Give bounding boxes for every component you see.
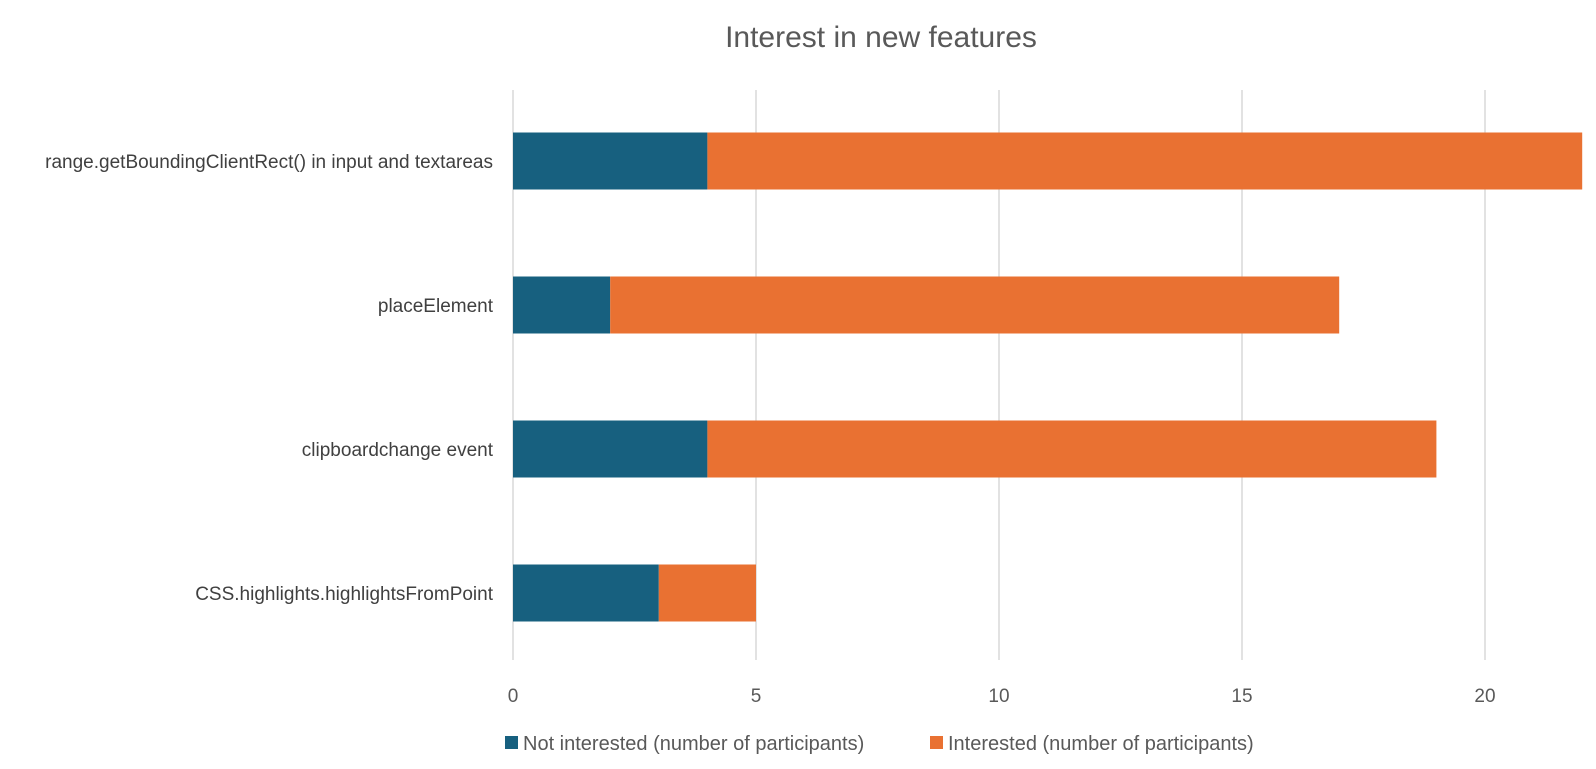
bars (513, 132, 1583, 622)
bar-segment-not-interested (513, 564, 659, 622)
x-axis-tick-labels: 0 5 10 15 20 (508, 686, 1496, 707)
bar-segment-not-interested (513, 420, 708, 478)
bar-segment-interested (707, 132, 1583, 190)
legend-swatch-interested (930, 736, 943, 749)
category-labels: range.getBoundingClientRect() in input a… (45, 152, 494, 605)
legend-swatch-not-interested (505, 736, 518, 749)
x-tick-label: 10 (988, 686, 1009, 707)
category-label: clipboardchange event (302, 440, 494, 461)
legend: Not interested (number of participants) … (505, 733, 1254, 755)
bar-segment-interested (610, 276, 1340, 334)
x-tick-label: 20 (1474, 686, 1495, 707)
chart-title: Interest in new features (725, 21, 1037, 54)
category-label: range.getBoundingClientRect() in input a… (45, 152, 493, 173)
legend-label-interested: Interested (number of participants) (948, 733, 1254, 755)
bar-segment-interested (707, 420, 1437, 478)
x-tick-label: 15 (1231, 686, 1252, 707)
x-tick-label: 0 (508, 686, 519, 707)
legend-label-not-interested: Not interested (number of participants) (523, 733, 864, 755)
bar-segment-interested (658, 564, 756, 622)
category-label: CSS.highlights.highlightsFromPoint (195, 584, 494, 605)
x-tick-label: 5 (751, 686, 762, 707)
bar-segment-not-interested (513, 132, 708, 190)
bar-segment-not-interested (513, 276, 611, 334)
category-label: placeElement (378, 296, 494, 317)
